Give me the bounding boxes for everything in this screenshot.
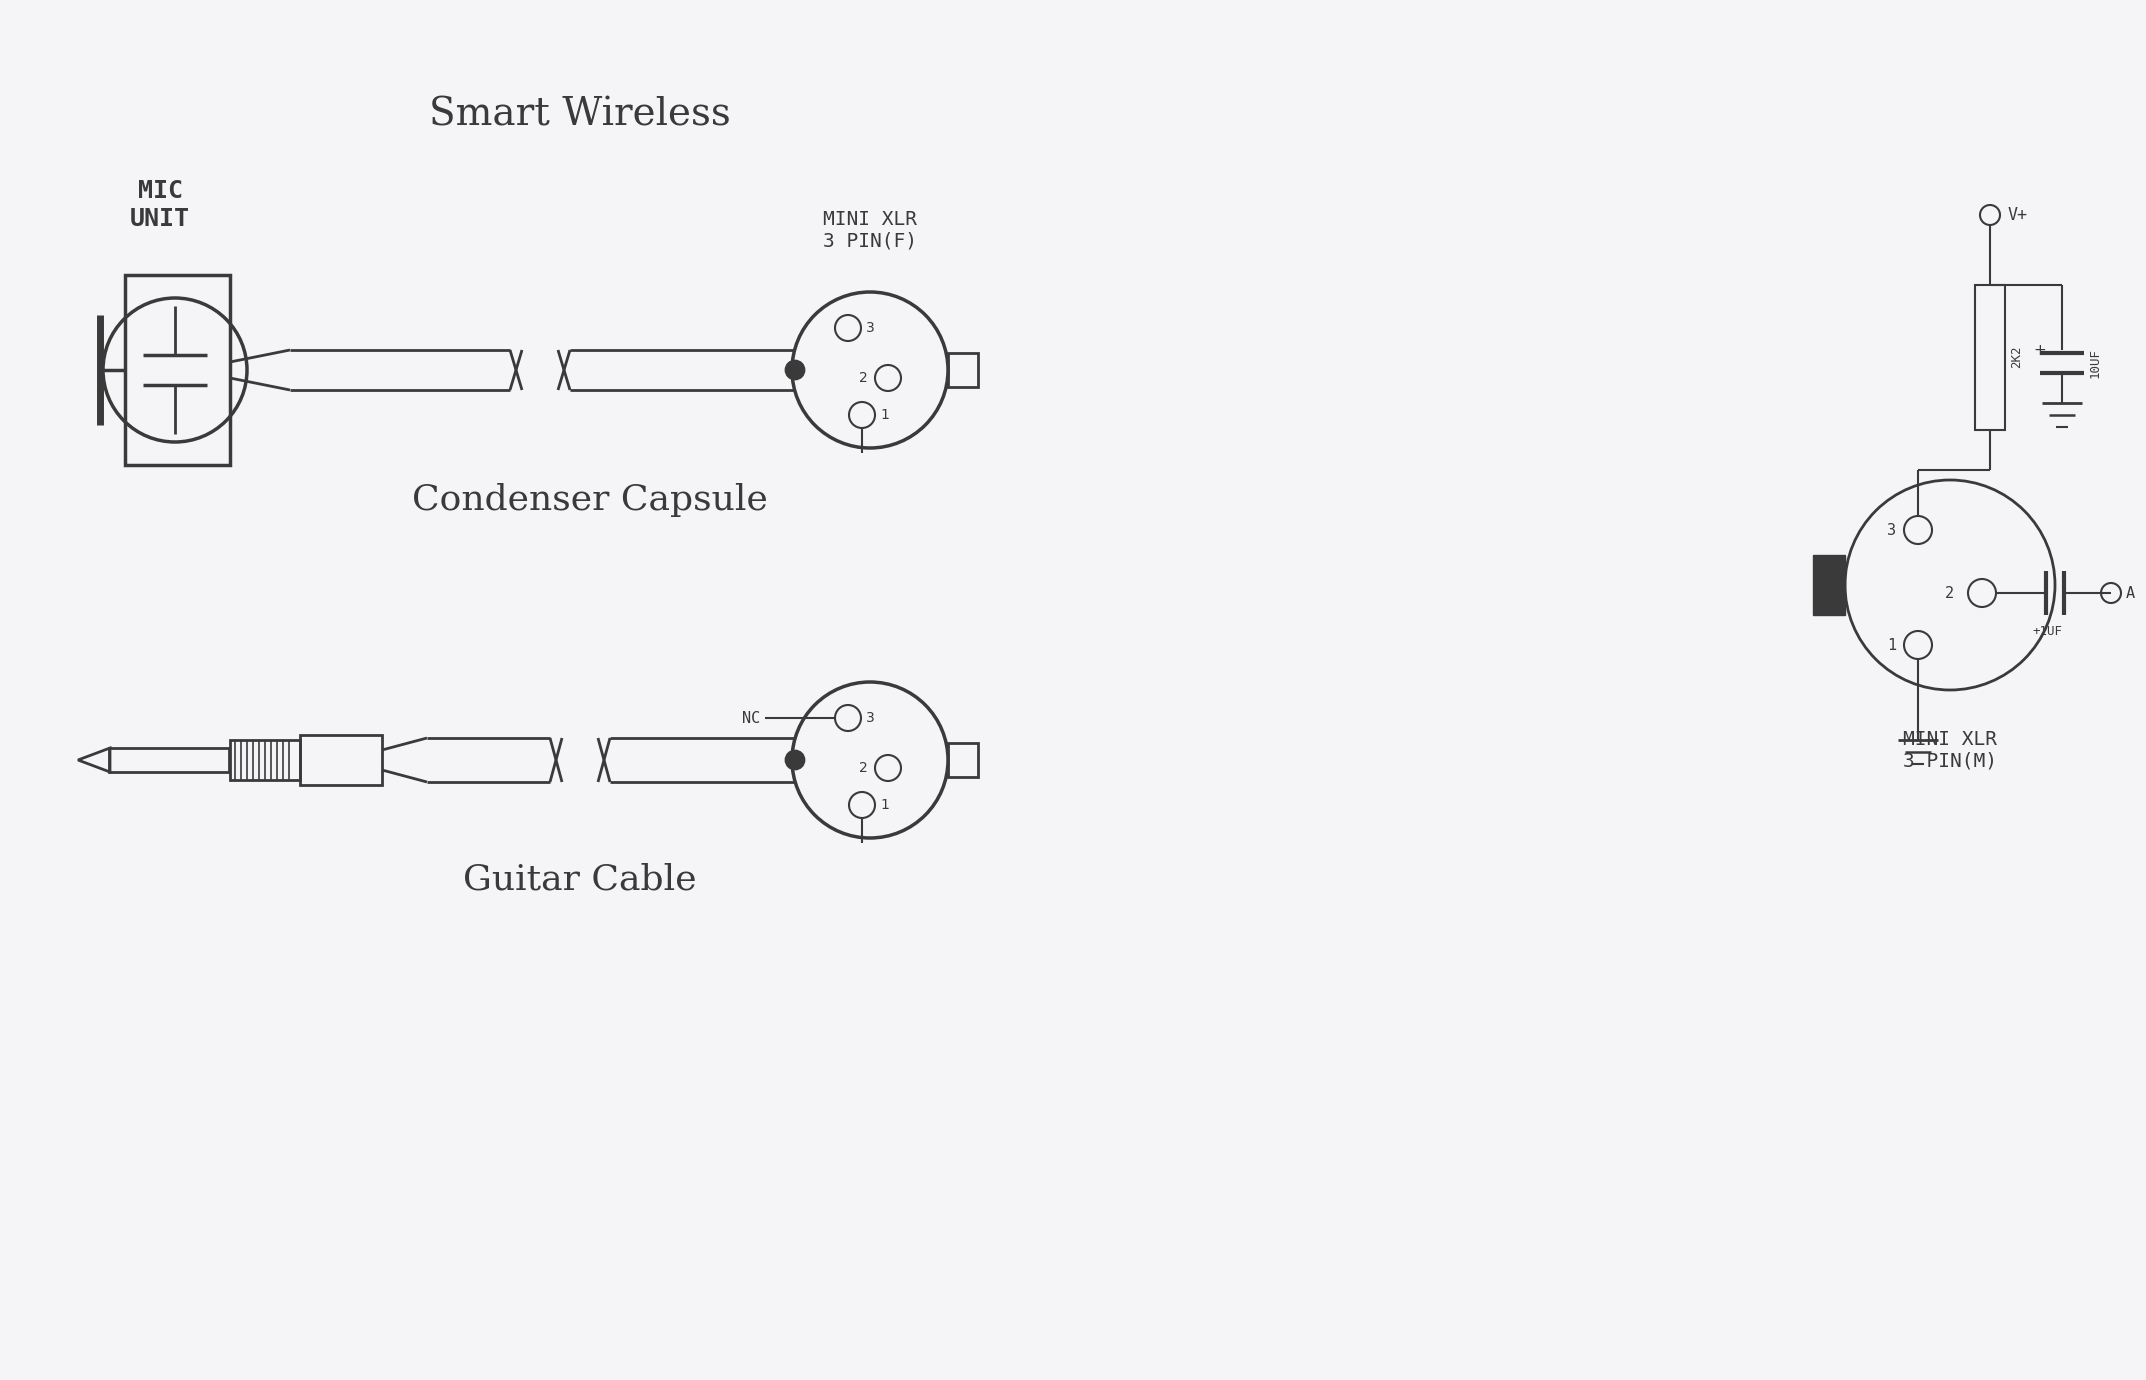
Text: Guitar Cable: Guitar Cable <box>464 862 697 897</box>
Bar <box>109 748 230 771</box>
Text: 3: 3 <box>867 711 876 724</box>
Text: NC: NC <box>743 711 760 726</box>
Text: +1UF: +1UF <box>2032 625 2062 638</box>
Text: 2: 2 <box>858 760 867 776</box>
Text: MIC
UNIT: MIC UNIT <box>131 179 191 230</box>
Text: 2: 2 <box>1944 585 1955 600</box>
Text: A: A <box>2127 585 2135 600</box>
Bar <box>230 740 300 780</box>
Text: 3: 3 <box>867 322 876 335</box>
Bar <box>949 353 979 386</box>
Bar <box>1974 286 2004 431</box>
Text: Condenser Capsule: Condenser Capsule <box>412 483 768 518</box>
Text: 1: 1 <box>880 408 888 422</box>
Text: 3: 3 <box>1886 523 1897 537</box>
Circle shape <box>785 751 805 769</box>
Bar <box>949 742 979 777</box>
Text: 1: 1 <box>880 798 888 811</box>
Text: Smart Wireless: Smart Wireless <box>429 97 732 134</box>
Bar <box>124 275 230 465</box>
Text: V+: V+ <box>2009 206 2028 224</box>
Text: MINI XLR
3 PIN(F): MINI XLR 3 PIN(F) <box>824 210 916 251</box>
Bar <box>1813 555 1846 615</box>
Text: 2K2: 2K2 <box>2011 346 2024 368</box>
Text: 10UF: 10UF <box>2088 348 2101 378</box>
Text: 1: 1 <box>1886 638 1897 653</box>
Text: +: + <box>2034 342 2047 357</box>
Bar <box>300 736 382 785</box>
Circle shape <box>785 362 805 380</box>
Text: 2: 2 <box>858 371 867 385</box>
Text: MINI XLR
3 PIN(M): MINI XLR 3 PIN(M) <box>1904 730 1998 770</box>
